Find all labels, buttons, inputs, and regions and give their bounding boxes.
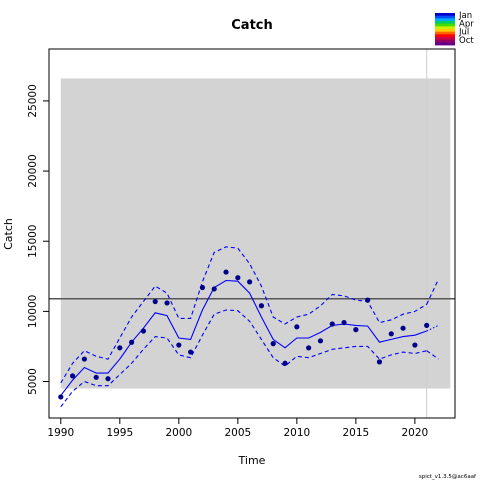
msy-band xyxy=(60,78,451,389)
x-tick-label: 1995 xyxy=(106,427,133,439)
y-tick-label: 20000 xyxy=(27,154,39,187)
legend-entry: Jul xyxy=(458,28,469,38)
catch-point xyxy=(223,269,229,275)
catch-point xyxy=(365,297,371,303)
legend-swatch xyxy=(435,31,455,35)
catch-point xyxy=(81,356,88,362)
catch-point xyxy=(58,394,64,400)
series-line-lower-ci xyxy=(60,309,427,408)
catch-point xyxy=(93,374,99,380)
legend-swatch xyxy=(435,21,455,25)
catch-point xyxy=(388,331,394,337)
catch-point xyxy=(376,359,383,365)
y-tick-label: 10000 xyxy=(27,295,39,328)
catch-point xyxy=(176,342,182,348)
x-tick-label: 2020 xyxy=(402,427,429,439)
axes-layer: 1990 1995 2000 2005 2010 2015 2020 5000 10000 150… xyxy=(27,84,428,439)
catch-point xyxy=(188,349,194,355)
catch-point xyxy=(129,339,135,345)
plot-frame xyxy=(48,48,456,419)
legend-swatch xyxy=(435,23,455,27)
catch-point xyxy=(294,324,300,330)
legend-swatch xyxy=(435,26,455,30)
y-axis-label: Catch xyxy=(2,218,15,250)
legend-swatch xyxy=(435,29,455,33)
legend-entry: Apr xyxy=(459,19,474,29)
catch-point xyxy=(258,303,265,309)
catch-point xyxy=(400,325,406,331)
catch-point xyxy=(152,298,158,305)
y-tick-label: 5000 xyxy=(27,368,39,395)
plot-layer xyxy=(49,49,455,418)
catch-point xyxy=(164,300,170,306)
x-tick-label: 2015 xyxy=(342,427,369,439)
legend-entry: Jan xyxy=(458,11,472,21)
series-line-predicted-catch xyxy=(60,279,427,396)
catch-point xyxy=(270,341,276,347)
x-tick-label: 2010 xyxy=(283,427,310,439)
y-tick-label: 25000 xyxy=(27,84,39,117)
y-tick-label: 15000 xyxy=(27,225,39,258)
chart-title: Catch xyxy=(231,18,273,33)
catch-point xyxy=(353,327,359,333)
x-tick-label: 2005 xyxy=(224,427,251,439)
catch-point xyxy=(70,373,76,379)
version-footer: spict_v1.3.5@ac6aaf xyxy=(419,474,477,480)
legend-swatch xyxy=(435,13,455,17)
legend-swatch xyxy=(435,39,455,43)
x-axis-label: Time xyxy=(238,454,266,467)
legend-swatch xyxy=(435,42,455,46)
catch-point xyxy=(282,360,288,366)
series-line-forecast-lower-ci xyxy=(426,350,439,360)
legend-swatch xyxy=(435,18,455,22)
catch-point xyxy=(341,319,347,326)
catch-point xyxy=(317,338,324,344)
legend-entry: Oct xyxy=(459,36,474,46)
catch-point xyxy=(199,284,206,291)
legend-swatch xyxy=(435,34,455,38)
catch-point xyxy=(235,275,241,281)
x-tick-label: 2000 xyxy=(165,427,192,439)
legend-swatch xyxy=(435,37,455,41)
series-line-forecast-upper-ci xyxy=(426,278,439,305)
catch-point xyxy=(140,328,147,334)
x-tick-label: 1990 xyxy=(47,427,74,439)
catch-point xyxy=(117,345,123,351)
series-line-forecast xyxy=(426,324,439,332)
catch-point xyxy=(306,345,312,351)
catch-point xyxy=(247,279,253,285)
legend-swatch xyxy=(435,15,455,19)
catch-point xyxy=(105,376,111,382)
catch-point xyxy=(211,286,217,292)
catch-point xyxy=(329,321,335,327)
catch-point xyxy=(424,322,430,328)
catch-point xyxy=(412,342,418,348)
